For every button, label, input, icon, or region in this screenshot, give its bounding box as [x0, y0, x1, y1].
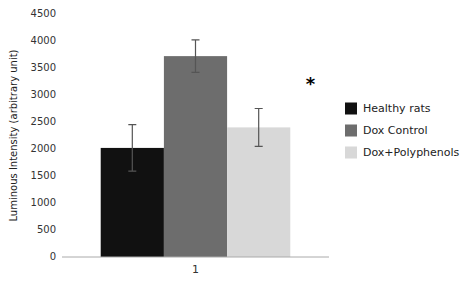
x-axis-line: [62, 257, 329, 258]
legend-swatch: [345, 147, 357, 159]
error-bar: [128, 125, 136, 171]
y-tick-label: 500: [37, 224, 56, 235]
bars: [101, 40, 291, 257]
legend-label: Healthy rats: [363, 102, 431, 115]
legend-label: Dox+Polyphenols: [363, 146, 460, 159]
y-tick-label: 1000: [31, 197, 56, 208]
y-tick-label: 1500: [31, 170, 56, 181]
legend-swatch: [345, 103, 357, 115]
y-tick-label: 2500: [31, 116, 56, 127]
y-tick-label: 4500: [31, 8, 56, 19]
y-axis-label: Luminous Intensity (arbitrary unit): [8, 49, 19, 221]
y-tick-label: 0: [50, 251, 56, 262]
chart-container: 0 500 1000 1500 2000 2500 3000 3500 4000 4500 Lumi…: [0, 0, 474, 287]
legend-swatch: [345, 125, 357, 137]
bar: [164, 56, 227, 257]
y-tick-label: 4000: [31, 35, 56, 46]
y-tick-label: 2000: [31, 143, 56, 154]
y-tick-label: 3000: [31, 89, 56, 100]
x-tick-label: 1: [192, 263, 199, 276]
error-bar: [255, 109, 263, 147]
annotation: *: [306, 73, 316, 94]
legend-label: Dox Control: [363, 124, 428, 137]
y-tick-label: 3500: [31, 62, 56, 73]
chart: 0 500 1000 1500 2000 2500 3000 3500 4000 4500 Lumi…: [0, 0, 474, 287]
error-bar: [192, 40, 200, 72]
legend: Healthy rats Dox Control Dox+Polyphenols: [345, 102, 460, 159]
